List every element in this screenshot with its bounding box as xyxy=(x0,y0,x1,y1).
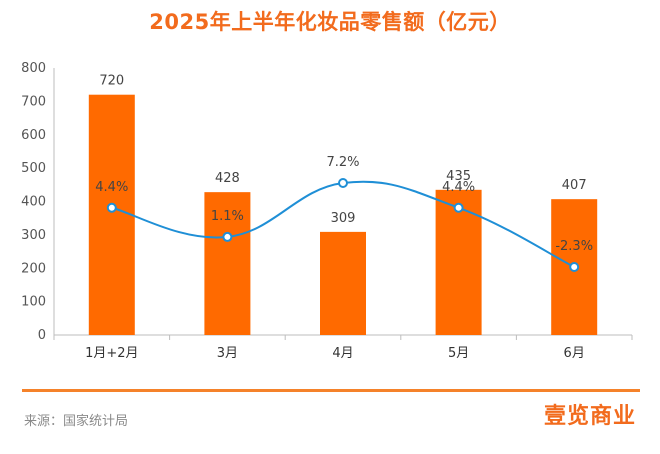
growth-data-label: 7.2% xyxy=(326,155,359,170)
growth-point xyxy=(106,202,117,213)
y-tick-label: 100 xyxy=(21,295,46,310)
y-tick-label: 600 xyxy=(21,128,46,143)
bar xyxy=(88,94,135,335)
bar-data-label: 428 xyxy=(215,171,240,186)
y-tick-label: 500 xyxy=(21,161,46,176)
growth-data-label: 4.4% xyxy=(442,180,475,195)
chart-title: 2025年上半年化妆品零售额（亿元） xyxy=(149,10,511,34)
bar-line-chart: 0 100 200 300 400 500 600 700 800 720 1月+2月 428 3月 30… xyxy=(21,61,633,361)
source-text: 来源：国家统计局 xyxy=(24,414,129,429)
y-tick-label: 0 xyxy=(38,328,46,343)
y-tick-label: 400 xyxy=(21,195,46,210)
growth-data-label: 4.4% xyxy=(95,180,128,195)
x-tick-label: 5月 xyxy=(448,346,469,361)
growth-point xyxy=(222,231,233,242)
bar-data-label: 435 xyxy=(446,169,471,184)
growth-point xyxy=(569,262,580,272)
growth-point xyxy=(453,202,464,213)
bar xyxy=(320,231,366,335)
x-tick-label: 4月 xyxy=(332,346,353,361)
x-tick-label: 1月+2月 xyxy=(85,346,138,361)
y-tick-label: 800 xyxy=(21,61,46,76)
growth-data-label: 1.1% xyxy=(211,209,244,224)
brand-logo: 壹览商业 xyxy=(543,404,636,429)
y-tick-label: 200 xyxy=(21,261,46,276)
growth-point xyxy=(338,178,348,188)
growth-data-label: -2.3% xyxy=(555,239,593,254)
y-tick-label: 300 xyxy=(21,228,46,243)
footer-divider xyxy=(22,389,640,392)
bar-data-label: 407 xyxy=(562,178,587,193)
bar xyxy=(204,192,251,335)
bar-data-label: 720 xyxy=(99,74,124,89)
x-tick-label: 3月 xyxy=(217,346,238,361)
y-tick-label: 700 xyxy=(21,94,46,109)
x-tick-label: 6月 xyxy=(564,346,585,361)
bar-data-label: 309 xyxy=(331,211,356,226)
